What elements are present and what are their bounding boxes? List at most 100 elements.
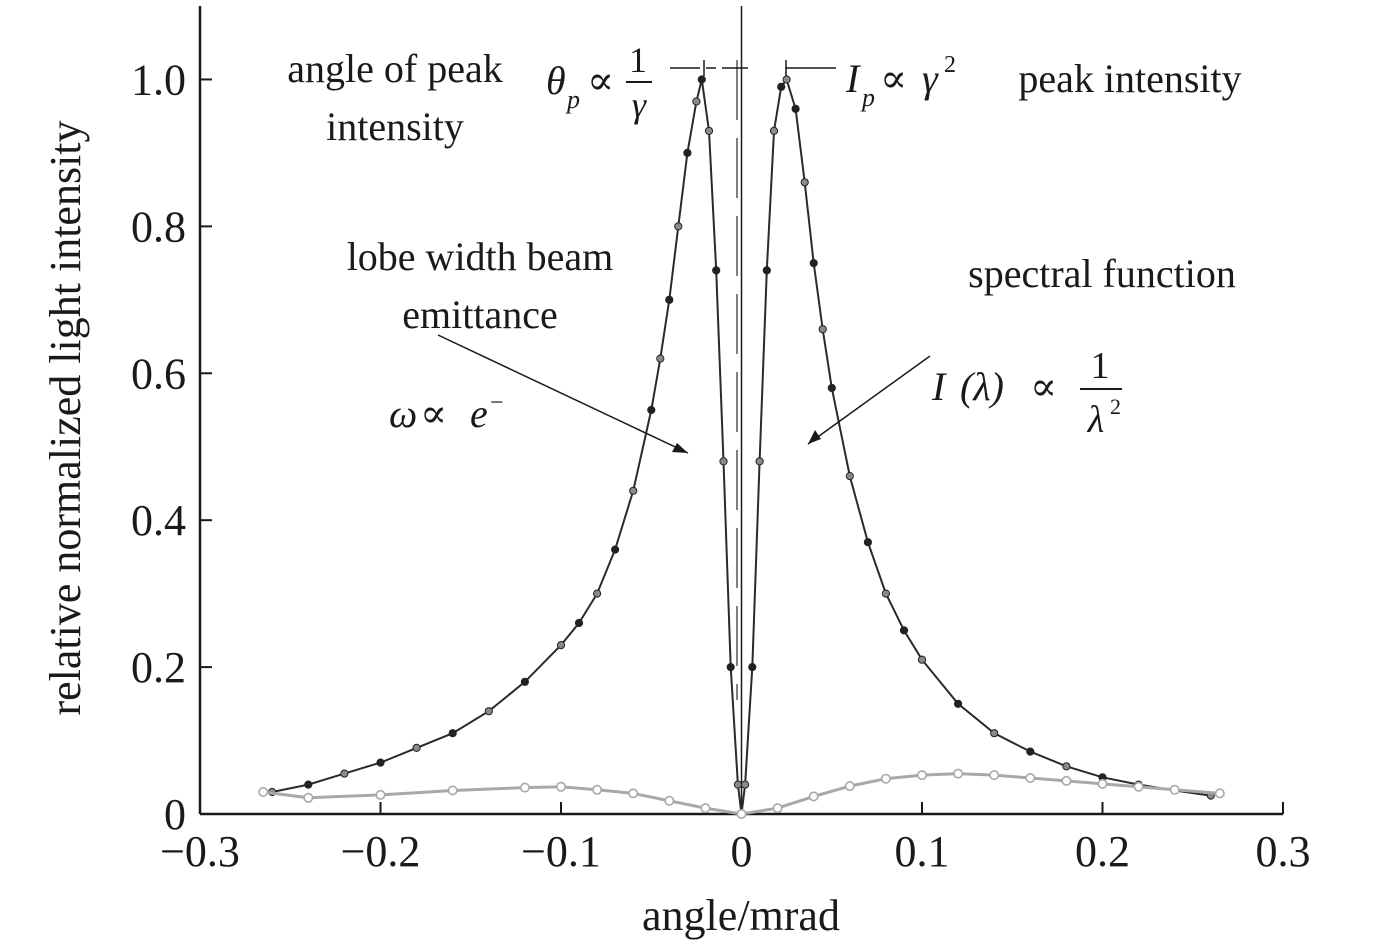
data-point-main-lobe — [611, 545, 620, 554]
theta-symbol: θ — [546, 58, 566, 103]
proportional-symbol: ∝ — [587, 58, 614, 103]
data-point-main-lobe — [827, 383, 836, 393]
data-point-side-band — [989, 770, 1000, 781]
data-point-main-lobe — [917, 655, 927, 664]
y-tick-label: 1.0 — [131, 55, 186, 104]
data-point-main-lobe — [782, 75, 791, 84]
data-point-main-lobe — [340, 769, 349, 778]
omega-proportional-symbol: ∝ — [420, 391, 447, 436]
data-point-side-band — [258, 786, 269, 797]
data-point-main-lobe — [697, 75, 706, 84]
data-point-side-band — [592, 784, 603, 795]
data-point-main-lobe — [692, 97, 701, 106]
lambda-argument: (λ) — [960, 364, 1004, 409]
data-point-main-lobe — [762, 266, 771, 275]
fraction-numerator: 1 — [629, 40, 647, 80]
data-point-main-lobe — [741, 780, 750, 789]
lobe-arrow-head — [672, 443, 688, 453]
data-point-main-lobe — [755, 457, 764, 466]
data-point-side-band — [303, 792, 314, 803]
y-tick-label: 0 — [164, 790, 186, 839]
x-tick-label: 0.2 — [1075, 827, 1130, 876]
data-point-main-lobe — [704, 126, 714, 135]
data-point-main-lobe — [733, 780, 743, 789]
e-symbol: e — [470, 391, 488, 436]
x-tick-label: 0.1 — [895, 827, 950, 876]
x-tick-label: 0.3 — [1256, 827, 1311, 876]
data-point-main-lobe — [863, 538, 873, 547]
data-point-side-band — [1214, 788, 1225, 799]
data-point-side-band — [555, 781, 566, 792]
ip-symbol: I — [845, 56, 861, 101]
data-point-main-lobe — [769, 126, 779, 135]
data-point-main-lobe — [629, 486, 638, 495]
data-point-main-lobe — [791, 104, 800, 113]
peak-intensity-label: peak intensity — [1018, 56, 1241, 101]
data-point-side-band — [1061, 775, 1072, 786]
omega-symbol: ω — [389, 391, 417, 436]
gamma-symbol: γ — [922, 56, 939, 101]
angle-of-peak-label: angle of peak — [287, 46, 502, 91]
data-point-main-lobe — [726, 663, 735, 672]
data-point-main-lobe — [448, 729, 457, 738]
data-point-main-lobe — [990, 729, 999, 738]
data-point-main-lobe — [719, 457, 728, 466]
fraction-denominator-gamma: γ — [632, 85, 647, 125]
data-point-side-band — [1133, 781, 1144, 792]
y-tick-label: 0.6 — [131, 349, 186, 398]
data-point-main-lobe — [818, 325, 827, 334]
x-axis-title: angle/mrad — [642, 891, 840, 940]
data-point-main-lobe — [683, 148, 692, 157]
lobe-width-label: lobe width beam — [347, 234, 614, 279]
spectral-function-label: spectral function — [968, 251, 1236, 296]
data-point-main-lobe — [593, 589, 602, 598]
data-point-main-lobe — [712, 266, 721, 275]
data-point-main-lobe — [954, 699, 963, 708]
ip-subscript: p — [860, 83, 875, 112]
lobe-arrow-line — [437, 334, 689, 454]
data-point-main-lobe — [1026, 747, 1035, 756]
gamma-exponent: 2 — [944, 52, 956, 78]
data-point-side-band — [1169, 784, 1180, 795]
y-axis-title: relative normalized light intensity — [41, 120, 90, 715]
spectral-arrow-line — [807, 355, 931, 445]
spectral-fraction-denominator: λ — [1087, 399, 1104, 441]
x-tick-label: −0.3 — [160, 827, 240, 876]
data-point-side-band — [736, 808, 747, 819]
data-point-main-lobe — [484, 707, 493, 716]
data-point-main-lobe — [800, 178, 809, 187]
spectral-proportional-symbol: ∝ — [1030, 364, 1057, 409]
data-point-main-lobe — [674, 222, 683, 231]
theta-subscript: p — [565, 85, 580, 114]
data-point-main-lobe — [574, 618, 584, 628]
data-point-main-lobe — [304, 780, 313, 789]
data-point-main-lobe — [520, 677, 530, 686]
data-point-side-band — [1097, 778, 1108, 789]
data-point-side-band — [916, 770, 927, 781]
data-point-main-lobe — [1062, 762, 1071, 771]
data-point-side-band — [844, 781, 855, 792]
data-point-main-lobe — [556, 641, 566, 650]
data-point-side-band — [628, 788, 639, 799]
data-point-side-band — [880, 773, 891, 784]
y-tick-label: 0.4 — [131, 496, 186, 545]
data-point-side-band — [519, 782, 530, 793]
data-point-main-lobe — [665, 295, 674, 304]
data-point-main-lobe — [899, 626, 909, 635]
data-point-main-lobe — [881, 589, 891, 598]
data-point-main-lobe — [809, 259, 818, 268]
e-superscript: − — [490, 390, 504, 416]
data-point-side-band — [375, 789, 386, 800]
data-point-side-band — [953, 768, 964, 779]
data-point-side-band — [447, 785, 458, 796]
ip-proportional-symbol: ∝ — [880, 56, 907, 101]
spectral-fraction-numerator: 1 — [1091, 345, 1110, 387]
lobe-width-label-line2: emittance — [402, 292, 557, 337]
y-tick-label: 0.8 — [131, 202, 186, 251]
data-point-side-band — [1025, 772, 1036, 783]
x-tick-label: −0.1 — [521, 827, 601, 876]
data-point-main-lobe — [647, 405, 656, 415]
spectral-arrow-head — [808, 430, 821, 444]
data-point-main-lobe — [777, 82, 786, 91]
